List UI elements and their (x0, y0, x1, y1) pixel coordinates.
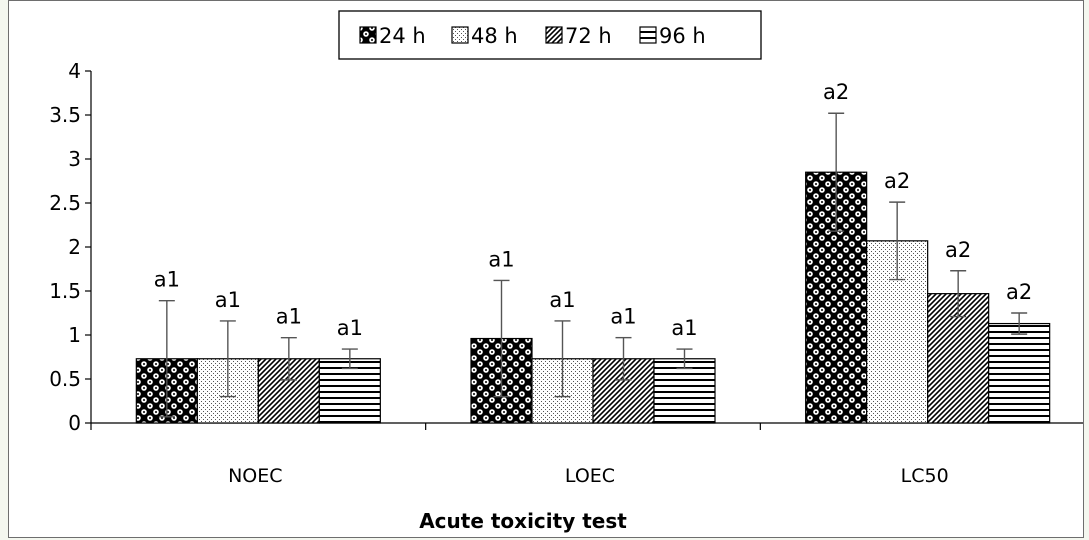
y-tick-label: 0 (68, 411, 81, 435)
bar (988, 322, 1051, 424)
data-label: a2 (884, 169, 910, 193)
data-label: a1 (337, 316, 363, 340)
data-label: a2 (1006, 280, 1032, 304)
error-bars-group (158, 112, 1028, 418)
bars-group (135, 171, 1051, 424)
data-label: a1 (671, 316, 697, 340)
data-label: a1 (488, 247, 514, 271)
y-tick-label: 1 (68, 323, 81, 347)
bar (866, 240, 929, 424)
x-category-label: LC50 (901, 465, 949, 487)
y-tick-label: 0.5 (49, 367, 81, 391)
legend-label: 24 h (379, 24, 426, 48)
y-tick-label: 3.5 (49, 103, 81, 127)
legend-swatch (451, 26, 469, 44)
chart-frame: 0 0.5 1 1.5 2 2.5 3 3.5 4 NOEC LOEC LC50 a1 a1 a2 a1 a1… (8, 0, 1084, 538)
y-tick-label: 1.5 (49, 279, 81, 303)
y-tick-label: 2 (68, 235, 81, 259)
legend-label: 72 h (565, 24, 612, 48)
legend: 24 h 48 h 72 h 96 h (338, 10, 762, 60)
legend-swatch (359, 26, 377, 44)
y-tick-label: 3 (68, 147, 81, 171)
legend-swatch (545, 26, 563, 44)
x-category-label: NOEC (228, 465, 282, 487)
data-label: a1 (276, 305, 302, 329)
x-category-label: LOEC (565, 465, 615, 487)
data-label: a2 (945, 238, 971, 262)
legend-label: 96 h (659, 24, 706, 48)
axes-group: 0 0.5 1 1.5 2 2.5 3 3.5 4 NOEC LOEC LC50 (49, 59, 1083, 487)
x-axis-title: Acute toxicity test (419, 509, 627, 533)
legend-label: 48 h (471, 24, 518, 48)
legend-swatch (639, 26, 657, 44)
data-label: a1 (549, 288, 575, 312)
y-tick-label: 4 (68, 59, 81, 83)
data-label: a1 (610, 305, 636, 329)
data-label: a2 (823, 80, 849, 104)
bar (653, 358, 716, 424)
data-labels-group: a1 a1 a2 a1 a1 a2 a1 a1 a2 a1 a1 a2 (154, 80, 1033, 340)
data-label: a1 (215, 288, 241, 312)
bar (318, 358, 381, 424)
y-tick-label: 2.5 (49, 191, 81, 215)
data-label: a1 (154, 268, 180, 292)
